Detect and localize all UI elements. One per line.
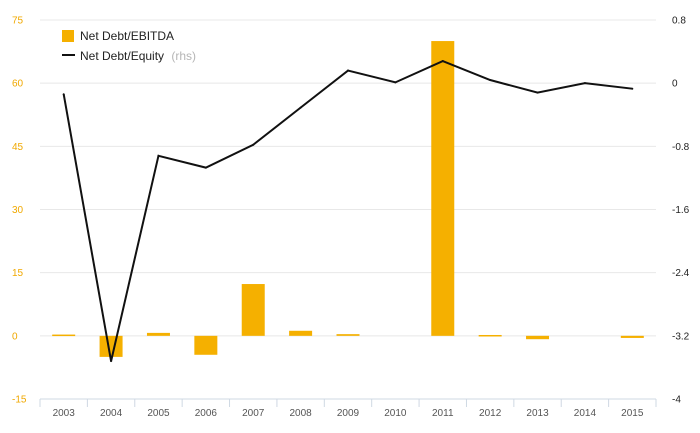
- x-tick-label: 2012: [479, 408, 502, 419]
- line-point: [489, 79, 492, 82]
- y-left-tick-label: 45: [12, 142, 24, 153]
- y-right-tick-label: -3.2: [672, 331, 690, 342]
- x-tick-label: 2005: [147, 408, 170, 419]
- y-left-tick-label: 75: [12, 16, 24, 27]
- line-point: [157, 154, 160, 157]
- bar: [336, 334, 360, 336]
- bar: [52, 334, 76, 337]
- y-left-tick-label: 15: [12, 268, 24, 279]
- y-left-tick-label: 0: [12, 331, 18, 342]
- line-point: [631, 87, 634, 90]
- y-left-tick-label: -15: [12, 395, 27, 406]
- legend: Net Debt/EBITDA Net Debt/Equity (rhs): [62, 29, 196, 63]
- series-line: [62, 59, 633, 362]
- x-tick-label: 2007: [242, 408, 265, 419]
- line-series-net-debt-equity: [62, 59, 634, 363]
- line-point: [204, 166, 207, 169]
- bar-series-net-debt-ebitda: [52, 41, 644, 357]
- x-tick-label: 2003: [53, 408, 76, 419]
- axes: 75 0.8 60 0 45 -0.8 30 -1.6 15 -2.4 0 -3.2 -15 -4 2003…: [12, 16, 690, 420]
- legend-label-net-debt-equity: Net Debt/Equity: [80, 49, 164, 63]
- y-right-tick-label: -4: [672, 395, 681, 406]
- x-tick-label: 2004: [100, 408, 123, 419]
- bar: [526, 335, 550, 340]
- legend-label-net-debt-ebitda: Net Debt/EBITDA: [80, 29, 174, 43]
- line-point: [394, 81, 397, 84]
- bar: [194, 335, 218, 355]
- x-tick-label: 2006: [195, 408, 218, 419]
- y-right-tick-label: -1.6: [672, 205, 690, 216]
- x-tick-label: 2015: [621, 408, 644, 419]
- bar: [431, 41, 455, 336]
- bar: [620, 335, 644, 338]
- line-point: [299, 106, 302, 109]
- y-right-tick-label: 0: [672, 79, 678, 90]
- line-point: [536, 91, 539, 94]
- bar: [146, 332, 170, 336]
- x-tick-label: 2010: [384, 408, 407, 419]
- line-point: [347, 69, 349, 72]
- x-tick-label: 2014: [574, 408, 597, 419]
- line-point: [62, 93, 65, 96]
- line-point: [110, 360, 113, 363]
- y-right-tick-label: 0.8: [672, 16, 686, 27]
- legend-label-rhs-suffix: (rhs): [171, 49, 196, 63]
- svg-text:Net Debt/Equity (rhs): Net Debt/Equity (rhs): [80, 49, 196, 63]
- line-point: [252, 143, 255, 146]
- bar: [241, 284, 265, 336]
- legend-swatch-net-debt-ebitda: [62, 30, 74, 42]
- bar: [289, 330, 313, 336]
- y-left-tick-label: 60: [12, 79, 24, 90]
- y-right-tick-label: -0.8: [672, 142, 690, 153]
- y-left-tick-label: 30: [12, 205, 24, 216]
- x-tick-label: 2009: [337, 408, 360, 419]
- bar: [99, 335, 123, 357]
- y-right-tick-label: -2.4: [672, 268, 690, 279]
- x-tick-label: 2013: [526, 408, 549, 419]
- x-tick-label: 2008: [289, 408, 312, 419]
- x-tick-label: 2011: [432, 408, 454, 419]
- bar: [478, 334, 502, 337]
- line-point: [441, 60, 444, 63]
- line-point: [583, 82, 586, 85]
- gridlines: [40, 19, 656, 337]
